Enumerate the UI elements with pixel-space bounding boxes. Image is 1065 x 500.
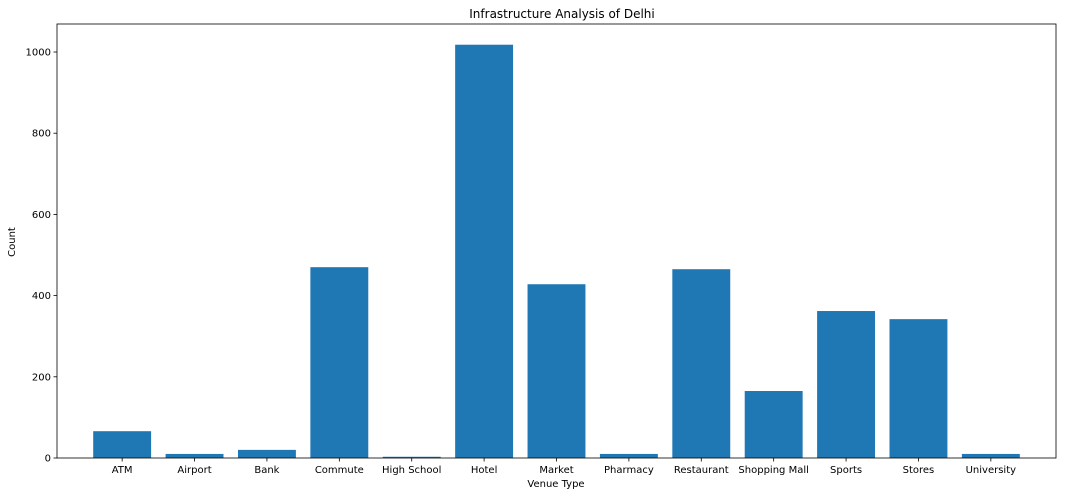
bar-market — [527, 284, 586, 458]
bar-restaurant — [672, 269, 731, 458]
x-tick-label: High School — [382, 465, 441, 476]
x-tick-label: Shopping Mall — [738, 465, 808, 476]
x-tick-label: Commute — [315, 465, 364, 476]
x-tick-label: Bank — [254, 465, 279, 476]
bar-shopping-mall — [744, 391, 803, 458]
bar-stores — [889, 319, 948, 458]
y-tick-label: 200 — [32, 372, 51, 383]
bars-layer — [93, 44, 1020, 459]
y-tick-label: 600 — [32, 210, 51, 221]
x-tick-label: ATM — [112, 465, 133, 476]
chart-title: Infrastructure Analysis of Delhi — [469, 7, 654, 21]
x-tick-label: Stores — [903, 465, 935, 476]
x-axis-label: Venue Type — [527, 479, 584, 490]
y-tick-label: 800 — [32, 129, 51, 140]
bar-bank — [237, 449, 296, 458]
bar-hotel — [455, 44, 514, 459]
x-tick-label: University — [966, 465, 1017, 476]
x-tick-label: Pharmacy — [604, 465, 654, 476]
plot-frame — [56, 23, 1057, 459]
bar-commute — [310, 267, 369, 458]
y-axis-label: Count — [7, 227, 18, 257]
y-tick-label: 1000 — [26, 48, 51, 59]
y-axis-ticks: 0 200 400 600 800 1000 — [26, 48, 57, 465]
y-tick-label: 400 — [32, 291, 51, 302]
x-tick-label: Airport — [177, 465, 211, 476]
x-tick-label: Hotel — [471, 465, 498, 476]
x-axis-ticks: ATM Airport Bank Commute High School Hotel Mar… — [112, 458, 1016, 476]
bar-high-school — [382, 456, 441, 458]
bar-atm — [93, 431, 152, 458]
x-tick-label: Restaurant — [674, 465, 729, 476]
bar-airport — [165, 453, 224, 458]
bar-sports — [817, 311, 876, 458]
x-tick-label: Sports — [830, 465, 862, 476]
bar-pharmacy — [599, 453, 658, 458]
x-tick-label: Market — [539, 465, 573, 476]
y-tick-label: 0 — [45, 454, 51, 465]
bar-university — [961, 453, 1020, 458]
